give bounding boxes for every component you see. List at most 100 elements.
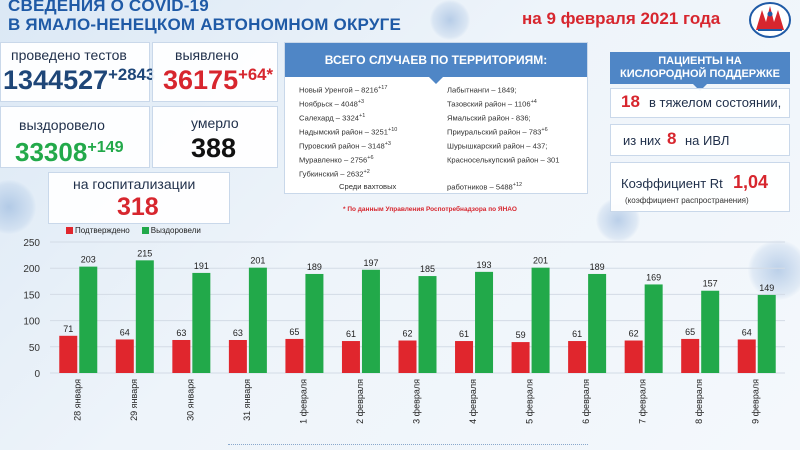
territories-panel: ВСЕГО СЛУЧАЕВ ПО ТЕРРИТОРИЯМ: Новый Урен… <box>284 42 588 194</box>
detected-value: 36175+64* <box>163 65 273 96</box>
page-title: СВЕДЕНИЯ О COVID-19 В ЯМАЛО-НЕНЕЦКОМ АВТ… <box>8 0 401 34</box>
data-label: 193 <box>477 260 492 270</box>
region-emblem-icon <box>749 2 791 38</box>
bar-confirmed <box>568 341 587 373</box>
data-label: 169 <box>646 272 661 282</box>
x-tick-label: 9 февраля <box>751 379 761 424</box>
bar-recovered <box>588 273 607 373</box>
data-label: 61 <box>459 329 469 339</box>
bar-recovered <box>79 266 98 373</box>
x-tick-label: 31 января <box>242 379 252 421</box>
hospital-card: на госпитализации 318 <box>48 172 230 224</box>
data-label: 215 <box>137 248 152 258</box>
data-label: 59 <box>516 330 526 340</box>
tests-label: проведено тестов <box>11 47 127 63</box>
bar-confirmed <box>341 341 360 373</box>
bar-recovered <box>305 273 324 373</box>
data-label: 189 <box>307 262 322 272</box>
data-label: 65 <box>289 327 299 337</box>
ivl-value: 8 <box>667 129 677 148</box>
died-card: умерло 388 <box>152 106 278 168</box>
died-value: 388 <box>191 133 237 163</box>
territory-item: Приуральский район – 783+6 <box>447 127 548 137</box>
territory-item: Шурышкарский район – 437; <box>447 141 548 151</box>
data-label: 61 <box>346 329 356 339</box>
recovered-label: выздоровело <box>19 117 105 133</box>
x-tick-label: 4 февраля <box>468 379 478 424</box>
data-label: 149 <box>759 283 774 293</box>
y-tick-label: 250 <box>23 238 40 249</box>
x-tick-label: 1 февраля <box>298 379 308 424</box>
ivl-prefix: из них <box>623 133 661 148</box>
rt-note: (коэффициент распространения) <box>625 196 749 205</box>
x-tick-label: 30 января <box>185 379 195 421</box>
territory-item: Надымский район – 3251+10 <box>299 127 398 137</box>
y-tick-label: 150 <box>23 290 40 301</box>
bar-confirmed <box>681 338 700 373</box>
oxygen-panel-title: ПАЦИЕНТЫ НА КИСЛОРОДНОЙ ПОДДЕРЖКЕ <box>610 52 790 91</box>
bar-recovered <box>757 294 776 373</box>
data-label: 189 <box>590 262 605 272</box>
bar-recovered <box>531 267 550 373</box>
tests-value: 1344527+2843 <box>3 65 156 96</box>
territories-title: ВСЕГО СЛУЧАЕВ ПО ТЕРРИТОРИЯМ: <box>285 43 587 84</box>
bar-confirmed <box>172 339 191 373</box>
territory-item: Салехард – 3324+1 <box>299 113 366 123</box>
report-date: на 9 февраля 2021 года <box>522 9 721 28</box>
territory-item: Губкинский – 2632+2 <box>299 169 370 179</box>
data-label: 203 <box>81 255 96 265</box>
daily-cases-chart: 0 50 100 150 200 250 71 203 28 января 64 215 29 янв… <box>23 238 785 424</box>
severe-value: 18 <box>621 92 640 111</box>
legend-item-recovered: Выздоровели <box>141 226 201 235</box>
hospital-label: на госпитализации <box>73 176 196 192</box>
ivl-suffix: на ИВЛ <box>685 133 730 148</box>
recovered-value: 33308+149 <box>15 137 124 167</box>
recovered-card: выздоровело 33308+149 <box>0 106 150 168</box>
bar-confirmed <box>285 338 304 373</box>
severe-card: 18 в тяжелом состоянии, <box>610 88 790 118</box>
bar-confirmed <box>737 339 756 373</box>
virus-decoration-icon <box>0 180 36 234</box>
data-label: 64 <box>742 327 752 337</box>
territory-item: Лабытнанги – 1849; <box>447 85 517 95</box>
territory-item: Муравленко – 2756+6 <box>299 155 374 165</box>
data-label: 185 <box>420 264 435 274</box>
rt-label: Коэффициент Rt <box>621 176 723 191</box>
title-line-1: СВЕДЕНИЯ О COVID-19 <box>8 0 209 15</box>
shift-workers-value: работников – 5488+12 <box>447 182 523 192</box>
data-label: 157 <box>703 279 718 289</box>
territory-item: Новый Уренгой – 8216+17 <box>299 85 388 95</box>
bar-recovered <box>135 260 154 373</box>
detected-card: выявлено 36175+64* <box>152 42 278 102</box>
y-tick-label: 200 <box>23 264 40 275</box>
virus-decoration-icon <box>430 0 470 40</box>
x-tick-label: 5 февраля <box>525 379 535 424</box>
y-tick-label: 0 <box>34 369 40 380</box>
shift-workers-label: Среди вахтовых <box>339 182 397 191</box>
data-label: 191 <box>194 261 209 271</box>
data-label: 61 <box>572 329 582 339</box>
bar-recovered <box>644 284 663 373</box>
title-line-2: В ЯМАЛО-НЕНЕЦКОМ АВТОНОМНОМ ОКРУГЕ <box>8 15 402 34</box>
x-tick-label: 2 февраля <box>355 379 365 424</box>
bar-confirmed <box>59 335 78 373</box>
territory-item: Пуровский район – 3148+3 <box>299 141 391 151</box>
data-label: 63 <box>176 328 186 338</box>
ivl-card: из них 8 на ИВЛ <box>610 124 790 156</box>
detected-label: выявлено <box>175 47 239 63</box>
bar-confirmed <box>398 340 417 373</box>
source-note: * По данным Управления Роспотребнадзора … <box>343 206 517 213</box>
data-label: 65 <box>685 327 695 337</box>
bar-recovered <box>475 271 494 373</box>
hospital-value: 318 <box>117 193 159 221</box>
x-tick-label: 8 февраля <box>694 379 704 424</box>
virus-decoration-icon <box>748 240 800 300</box>
territory-item: Красноселькупский район – 301 <box>447 155 560 165</box>
bar-recovered <box>701 290 720 373</box>
territory-item: Тазовский район – 1106+4 <box>447 99 537 109</box>
bar-recovered <box>192 272 211 373</box>
bar-confirmed <box>115 339 134 373</box>
bar-confirmed <box>228 339 247 373</box>
legend-item-confirmed: Подтверждено <box>66 226 130 235</box>
data-label: 201 <box>250 256 265 266</box>
